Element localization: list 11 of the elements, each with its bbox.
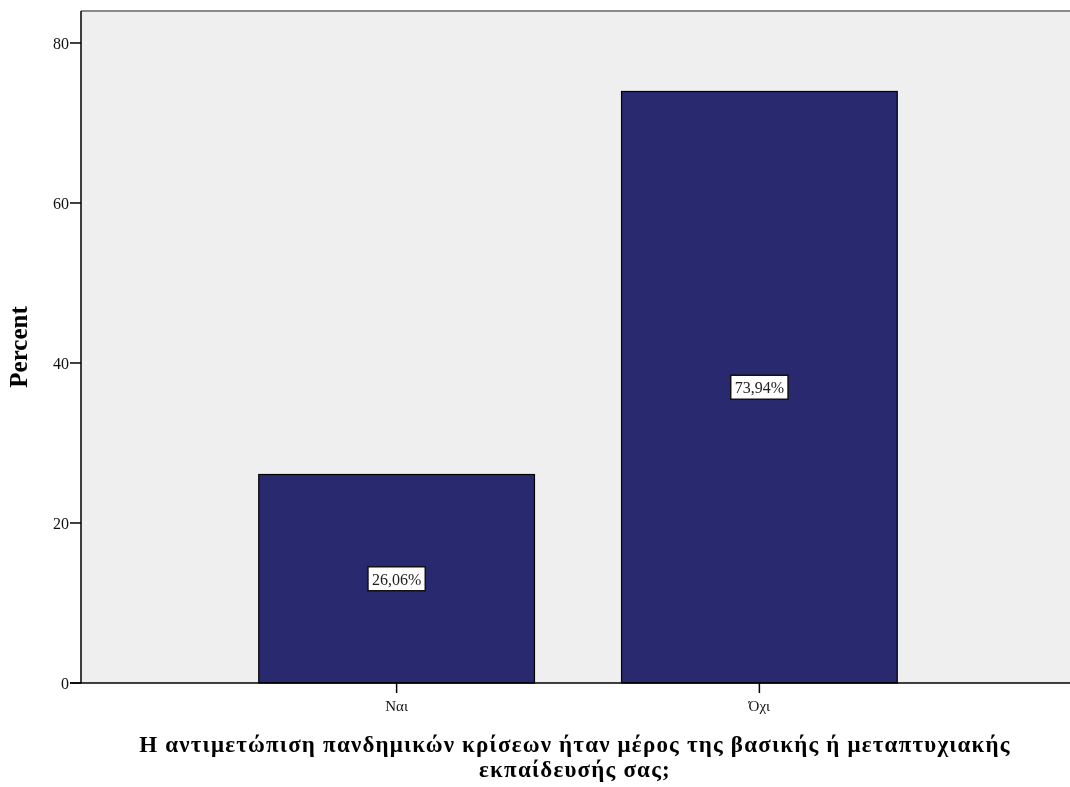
y-tick-label: 40	[53, 355, 69, 372]
data-label: 73,94%	[734, 379, 785, 397]
y-tick-label: 0	[61, 675, 69, 692]
y-tick-label: 60	[53, 195, 69, 212]
x-tick-label: Όχι	[747, 698, 771, 714]
data-label: 26,06%	[371, 570, 422, 588]
y-axis-title: Percent	[5, 305, 32, 388]
y-tick-label: 20	[53, 515, 69, 532]
x-axis-title: Η αντιμετώπιση πανδημικών κρίσεων ήταν μέρος της βασικής ή μεταπτυχιακής εκπαίδευσής σας;	[139, 732, 1011, 782]
x-tick-label: Ναι	[385, 698, 408, 714]
y-tick-label: 80	[53, 35, 69, 52]
